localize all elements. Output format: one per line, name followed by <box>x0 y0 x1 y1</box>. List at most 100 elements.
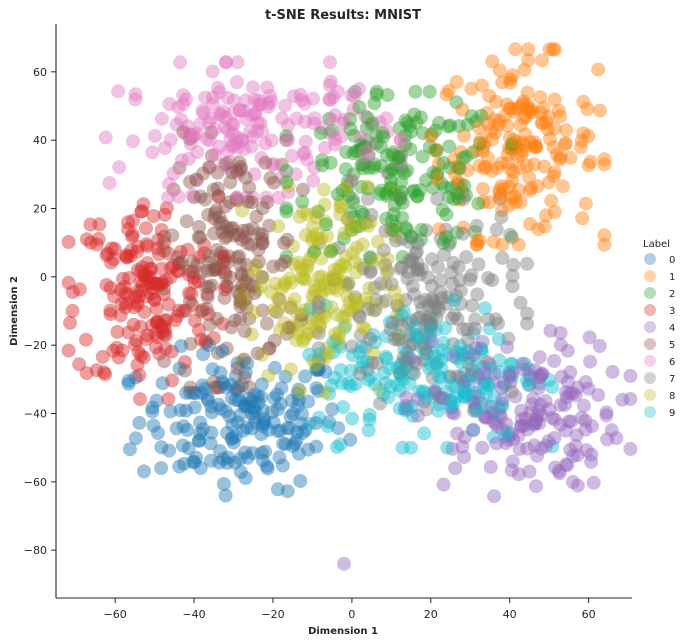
data-point-0 <box>295 407 309 421</box>
data-point-5 <box>200 302 214 316</box>
data-point-5 <box>199 280 213 294</box>
data-point-0 <box>343 433 357 447</box>
data-point-8 <box>372 252 386 266</box>
data-point-5 <box>183 264 197 278</box>
y-tick-label: 60 <box>33 66 47 79</box>
data-point-8 <box>322 346 336 360</box>
data-point-5 <box>157 354 171 368</box>
data-point-8 <box>315 269 329 283</box>
data-point-8 <box>271 219 285 233</box>
y-tick-label: −80 <box>24 544 47 557</box>
data-point-1 <box>457 129 471 143</box>
data-point-1 <box>521 53 535 67</box>
data-point-3 <box>155 223 169 237</box>
data-point-7 <box>491 317 505 331</box>
data-point-0 <box>255 446 269 460</box>
data-point-1 <box>593 104 607 118</box>
data-point-9 <box>470 404 484 418</box>
data-point-1 <box>548 43 562 57</box>
data-point-9 <box>346 348 360 362</box>
data-point-3 <box>103 304 117 318</box>
data-point-7 <box>514 296 528 310</box>
data-point-3 <box>155 262 169 276</box>
data-point-9 <box>336 400 350 414</box>
data-point-1 <box>553 109 567 123</box>
data-point-3 <box>147 209 161 223</box>
data-point-1 <box>474 133 488 147</box>
data-point-7 <box>494 210 508 224</box>
data-point-5 <box>255 232 269 246</box>
data-point-1 <box>487 235 501 249</box>
data-point-0 <box>229 430 243 444</box>
data-point-7 <box>363 332 377 346</box>
data-point-8 <box>348 292 362 306</box>
data-point-2 <box>442 140 456 154</box>
data-point-7 <box>378 224 392 238</box>
legend-label-5: 5 <box>669 340 675 351</box>
data-point-4 <box>532 381 546 395</box>
data-point-9 <box>431 404 445 418</box>
data-point-9 <box>328 371 342 385</box>
data-point-2 <box>408 85 422 99</box>
data-point-9 <box>393 367 407 381</box>
data-point-4 <box>554 418 568 432</box>
data-point-0 <box>132 416 146 430</box>
data-point-7 <box>361 302 375 316</box>
data-point-2 <box>436 236 450 250</box>
data-point-5 <box>194 190 208 204</box>
data-point-9 <box>432 370 446 384</box>
data-point-1 <box>514 99 528 113</box>
data-point-8 <box>363 281 377 295</box>
x-tick-label: −60 <box>104 608 127 621</box>
data-point-8 <box>310 205 324 219</box>
data-point-5 <box>183 381 197 395</box>
data-point-6 <box>326 90 340 104</box>
data-point-9 <box>429 357 443 371</box>
data-point-5 <box>178 364 192 378</box>
data-point-0 <box>216 452 230 466</box>
data-point-4 <box>570 448 584 462</box>
data-point-6 <box>213 85 227 99</box>
data-point-9 <box>492 332 506 346</box>
data-point-4 <box>466 423 480 437</box>
legend-marker-4 <box>644 321 656 333</box>
data-point-8 <box>356 237 370 251</box>
data-point-6 <box>197 106 211 120</box>
data-point-6 <box>230 190 244 204</box>
data-point-2 <box>362 161 376 175</box>
data-point-8 <box>297 303 311 317</box>
data-point-9 <box>520 373 534 387</box>
legend-label-0: 0 <box>669 255 675 266</box>
data-point-0 <box>274 397 288 411</box>
data-point-1 <box>553 152 567 166</box>
data-point-8 <box>361 179 375 193</box>
data-point-1 <box>575 211 589 225</box>
data-point-5 <box>278 255 292 269</box>
x-ticks: −60 −40 −20 0 20 40 60 <box>104 598 596 621</box>
data-point-1 <box>507 189 521 203</box>
data-point-5 <box>252 255 266 269</box>
data-point-6 <box>328 108 342 122</box>
data-point-4 <box>450 427 464 441</box>
data-point-6 <box>126 134 140 148</box>
data-point-6 <box>278 99 292 113</box>
data-point-4 <box>448 461 462 475</box>
data-point-4 <box>534 369 548 383</box>
data-point-4 <box>425 334 439 348</box>
data-point-9 <box>396 441 410 455</box>
x-tick-label: −20 <box>261 608 284 621</box>
data-point-1 <box>450 75 464 89</box>
data-point-1 <box>535 53 549 67</box>
data-point-5 <box>258 156 272 170</box>
data-point-7 <box>495 251 509 265</box>
data-point-6 <box>171 100 185 114</box>
data-point-5 <box>238 371 252 385</box>
data-point-8 <box>361 219 375 233</box>
data-point-0 <box>309 416 323 430</box>
data-point-7 <box>353 367 367 381</box>
data-point-5 <box>183 295 197 309</box>
data-point-0 <box>154 440 168 454</box>
data-point-6 <box>148 129 162 143</box>
data-point-6 <box>145 145 159 159</box>
data-point-9 <box>438 321 452 335</box>
